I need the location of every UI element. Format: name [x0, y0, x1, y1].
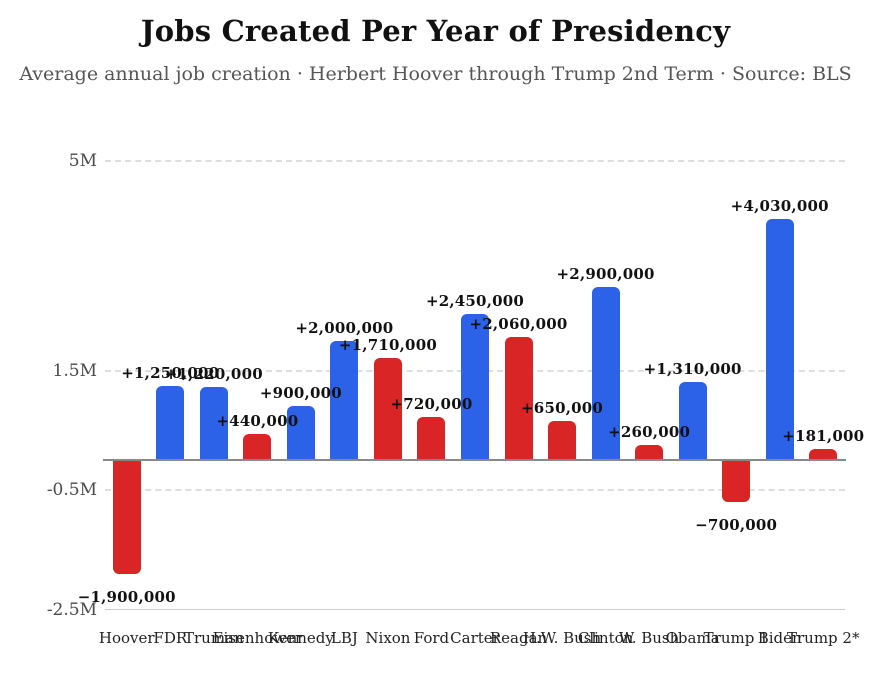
x-axis-label: Trump 2*: [786, 629, 860, 647]
x-axis-label: W. Bush: [618, 629, 680, 647]
bar-value-label: +181,000: [782, 427, 865, 446]
bar-biden: [765, 219, 794, 461]
bar-value-label: +4,030,000: [730, 197, 829, 216]
x-axis-label: Trump 1: [703, 629, 769, 647]
zero-baseline: [103, 459, 846, 462]
x-axis-label: Eisenhower: [212, 629, 303, 647]
bar-value-label: +650,000: [521, 399, 604, 418]
bar-trump-1: [722, 460, 751, 503]
gridline--0.5M: [105, 489, 845, 492]
x-axis-label: H.W. Bush: [522, 629, 602, 647]
bar-value-label: +1,310,000: [643, 359, 742, 378]
bar-obama: [678, 381, 707, 461]
x-axis-label: Biden: [757, 629, 802, 647]
y-tick-label: 1.5M: [52, 360, 97, 381]
bar-eisenhower: [243, 433, 272, 461]
x-axis-label: Carter: [450, 629, 500, 647]
x-axis-label: Nixon: [365, 629, 411, 647]
y-tick-label: -0.5M: [46, 480, 97, 501]
bar-kennedy: [286, 406, 315, 461]
x-axis-label: Truman: [183, 629, 244, 647]
bar-w-bush: [635, 444, 664, 461]
x-axis-label: Ford: [413, 629, 450, 647]
bar-truman: [199, 387, 228, 461]
bar-value-label: −1,900,000: [77, 588, 176, 607]
bar-value-label: +1,220,000: [164, 365, 263, 384]
x-axis-label: Hoover: [98, 629, 155, 647]
bar-value-label: +2,450,000: [425, 291, 525, 310]
bar-clinton: [591, 286, 620, 461]
bar-nixon: [373, 357, 402, 461]
bar-value-label: +1,710,000: [338, 335, 437, 354]
x-axis-label: LBJ: [330, 629, 358, 647]
x-axis-label: Reagan: [489, 629, 548, 647]
bar-value-label: +2,060,000: [469, 315, 568, 333]
bar-value-label: +1,250,000: [121, 363, 220, 382]
bar-fdr: [156, 385, 185, 461]
gridline-5M: [105, 160, 845, 162]
x-axis-label: Obama: [665, 629, 720, 647]
bar-lbj: [330, 340, 359, 461]
chart-title: Jobs Created Per Year of Presidency: [140, 14, 731, 48]
x-axis-label: FDR: [153, 629, 188, 647]
bar-value-label: +2,900,000: [556, 264, 655, 283]
bar-value-label: +720,000: [390, 395, 473, 414]
bar-trump-2-: [809, 449, 838, 461]
bar-h-w-bush: [548, 421, 577, 461]
bar-value-label: +260,000: [608, 422, 691, 441]
chart-subtitle: Average annual job creation · Herbert Ho…: [19, 63, 852, 85]
x-axis-label: Kennedy: [267, 629, 334, 647]
bar-value-label: +2,000,000: [295, 318, 394, 337]
bar-value-label: −700,000: [695, 516, 778, 535]
bar-ford: [417, 417, 446, 461]
y-tick-label: 5M: [68, 151, 97, 171]
gridline--2.5M: [105, 609, 845, 610]
x-axis-label: Clinton: [577, 629, 634, 647]
bar-hoover: [112, 460, 141, 575]
bar-carter: [461, 313, 489, 461]
bar-reagan: [504, 337, 533, 461]
y-tick-label: -2.5M: [46, 600, 97, 620]
bar-value-label: +440,000: [216, 411, 299, 430]
bar-value-label: +900,000: [259, 384, 342, 403]
